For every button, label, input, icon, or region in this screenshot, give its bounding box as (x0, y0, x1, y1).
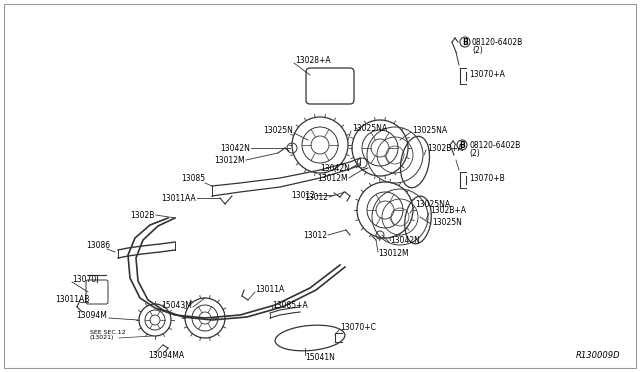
Text: 15041N: 15041N (305, 353, 335, 362)
Text: SEE SEC.12
(13021): SEE SEC.12 (13021) (90, 330, 125, 340)
Text: 13028+A: 13028+A (295, 55, 331, 64)
Text: 13025N: 13025N (263, 125, 293, 135)
Text: 13025N: 13025N (432, 218, 462, 227)
Text: 13011A: 13011A (255, 285, 284, 295)
Text: 13070+A: 13070+A (469, 70, 505, 78)
Text: 13012M: 13012M (317, 173, 348, 183)
Text: 13070+C: 13070+C (340, 324, 376, 333)
Text: 13085+A: 13085+A (272, 301, 308, 310)
Text: B: B (462, 38, 468, 46)
Text: 13085: 13085 (181, 173, 205, 183)
Text: 13070: 13070 (72, 276, 96, 285)
Text: 13086: 13086 (86, 241, 110, 250)
Text: 13025NA: 13025NA (352, 124, 387, 132)
Text: 13012M: 13012M (378, 250, 408, 259)
Text: 13012: 13012 (303, 231, 327, 240)
Text: 13070+B: 13070+B (469, 173, 505, 183)
Text: 13012M: 13012M (214, 155, 245, 164)
Text: 1302B+A: 1302B+A (427, 144, 463, 153)
Text: (2): (2) (469, 148, 480, 157)
Text: B: B (459, 141, 465, 150)
Text: R130009D: R130009D (575, 351, 620, 360)
Text: 15043M: 15043M (161, 301, 192, 310)
Circle shape (457, 140, 467, 150)
Circle shape (460, 37, 470, 47)
Text: 1302B+A: 1302B+A (430, 205, 466, 215)
Text: 13025NA: 13025NA (415, 199, 450, 208)
Text: 13025NA: 13025NA (412, 125, 447, 135)
Text: (2): (2) (472, 45, 483, 55)
Text: 13011AA: 13011AA (161, 193, 196, 202)
Text: 13042N: 13042N (390, 235, 420, 244)
Text: 13042N: 13042N (220, 144, 250, 153)
Text: 1302B: 1302B (131, 211, 155, 219)
Text: 13012: 13012 (304, 192, 328, 202)
Text: 13011AB: 13011AB (55, 295, 90, 305)
Text: 08120-6402B: 08120-6402B (472, 38, 524, 46)
Text: 13094M: 13094M (76, 311, 107, 320)
Text: 13012: 13012 (291, 190, 315, 199)
Text: 13042N: 13042N (320, 164, 350, 173)
Text: 13094MA: 13094MA (148, 350, 184, 359)
Text: 08120-6402B: 08120-6402B (469, 141, 520, 150)
